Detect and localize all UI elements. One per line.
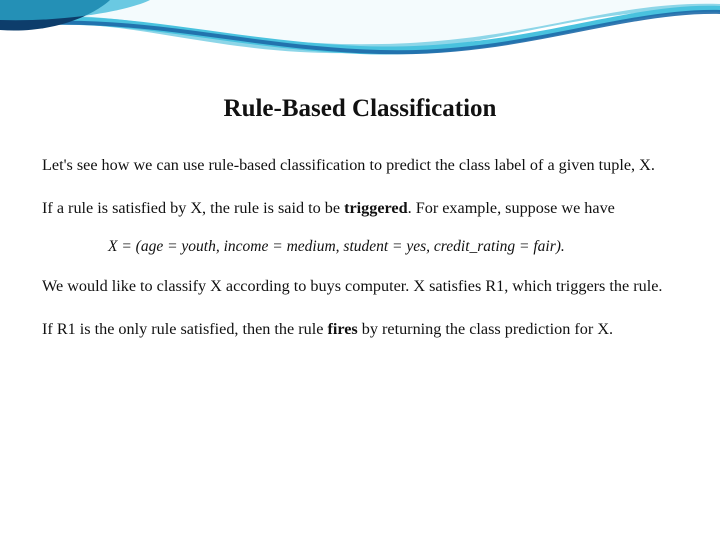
- formula-block: X = (age = youth, income = medium, stude…: [42, 236, 678, 258]
- p4-post: by returning the class prediction for X.: [358, 320, 613, 338]
- p4-pre: If R1 is the only rule satisfied, then t…: [42, 320, 327, 338]
- tuple-formula: X = (age = youth, income = medium, stude…: [104, 236, 569, 258]
- p2-post: . For example, suppose we have: [408, 199, 615, 217]
- paragraph-intro: Let's see how we can use rule-based clas…: [42, 155, 678, 176]
- triggered-word: triggered: [344, 199, 408, 217]
- paragraph-fires: If R1 is the only rule satisfied, then t…: [42, 319, 678, 340]
- slide-title: Rule-Based Classification: [42, 95, 678, 123]
- paragraph-classify: We would like to classify X according to…: [42, 276, 678, 297]
- paragraph-triggered: If a rule is satisfied by X, the rule is…: [42, 198, 678, 219]
- slide-content: Rule-Based Classification Let's see how …: [0, 0, 720, 341]
- p2-pre: If a rule is satisfied by X, the rule is…: [42, 199, 344, 217]
- fires-word: fires: [327, 320, 357, 338]
